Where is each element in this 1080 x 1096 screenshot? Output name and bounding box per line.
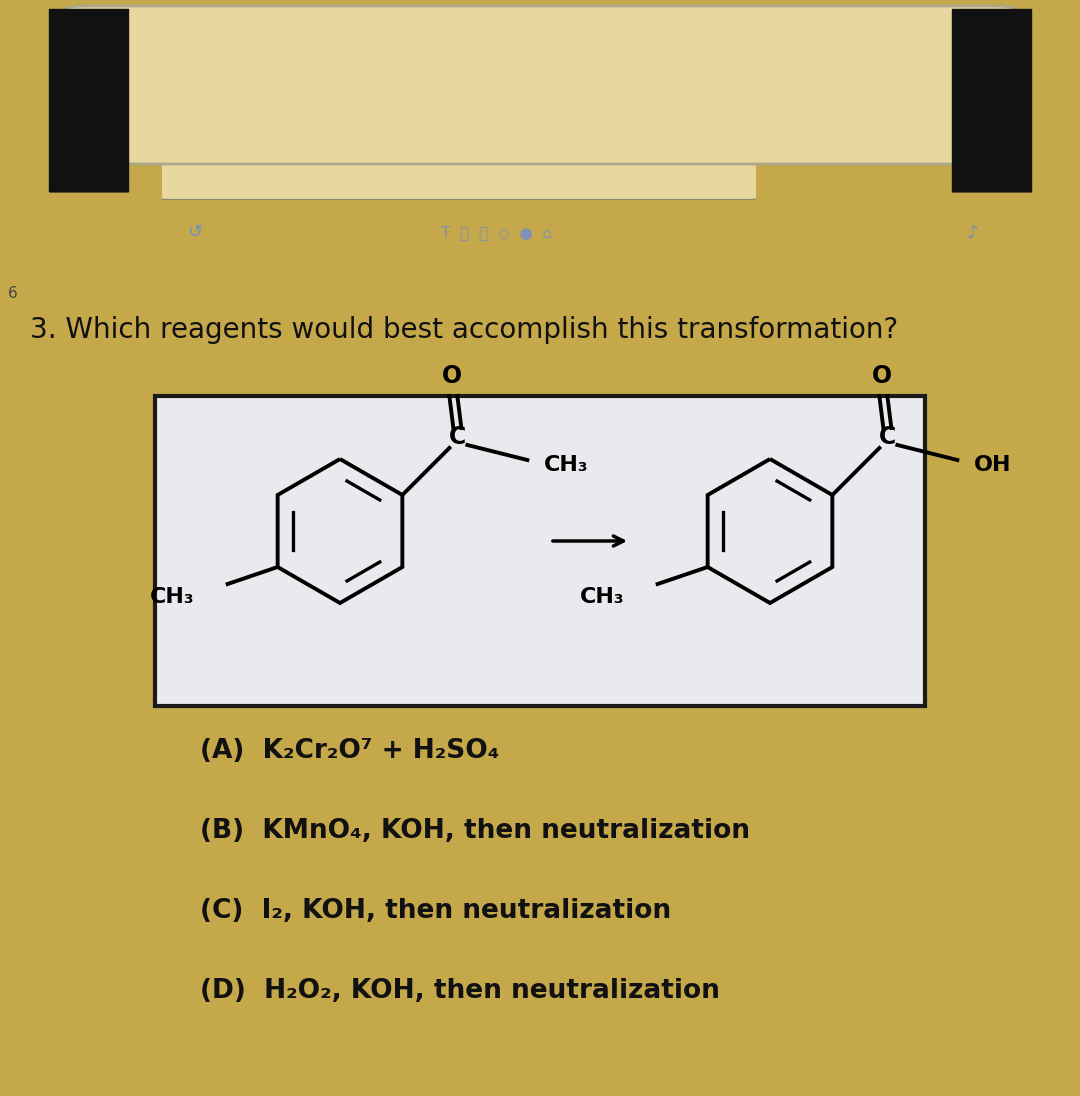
Text: C: C <box>448 425 465 449</box>
Text: 6: 6 <box>8 286 17 301</box>
Text: (B)  KMnO₄, KOH, then neutralization: (B) KMnO₄, KOH, then neutralization <box>200 818 750 844</box>
Text: O: O <box>443 364 462 388</box>
Text: OH: OH <box>974 455 1012 475</box>
FancyBboxPatch shape <box>65 5 1015 164</box>
Text: CH₃: CH₃ <box>580 587 624 607</box>
Text: CH₃: CH₃ <box>544 455 589 475</box>
Text: 3. Which reagents would best accomplish this transformation?: 3. Which reagents would best accomplish … <box>30 316 899 344</box>
Text: C: C <box>879 425 896 449</box>
Text: CH₃: CH₃ <box>150 587 194 607</box>
Text: (C)  I₂, KOH, then neutralization: (C) I₂, KOH, then neutralization <box>200 898 671 924</box>
Text: ↺: ↺ <box>187 224 202 241</box>
Text: (A)  K₂Cr₂O⁷ + H₂SO₄: (A) K₂Cr₂O⁷ + H₂SO₄ <box>200 738 499 764</box>
Text: O: O <box>873 364 892 388</box>
Text: ♪: ♪ <box>967 224 977 241</box>
Text: T  ⌖  ⌖  ◇  ●  ⌂: T ⌖ ⌖ ◇ ● ⌂ <box>442 225 552 240</box>
FancyBboxPatch shape <box>145 90 774 199</box>
Text: (D)  H₂O₂, KOH, then neutralization: (D) H₂O₂, KOH, then neutralization <box>200 978 720 1004</box>
Bar <box>156 396 924 706</box>
